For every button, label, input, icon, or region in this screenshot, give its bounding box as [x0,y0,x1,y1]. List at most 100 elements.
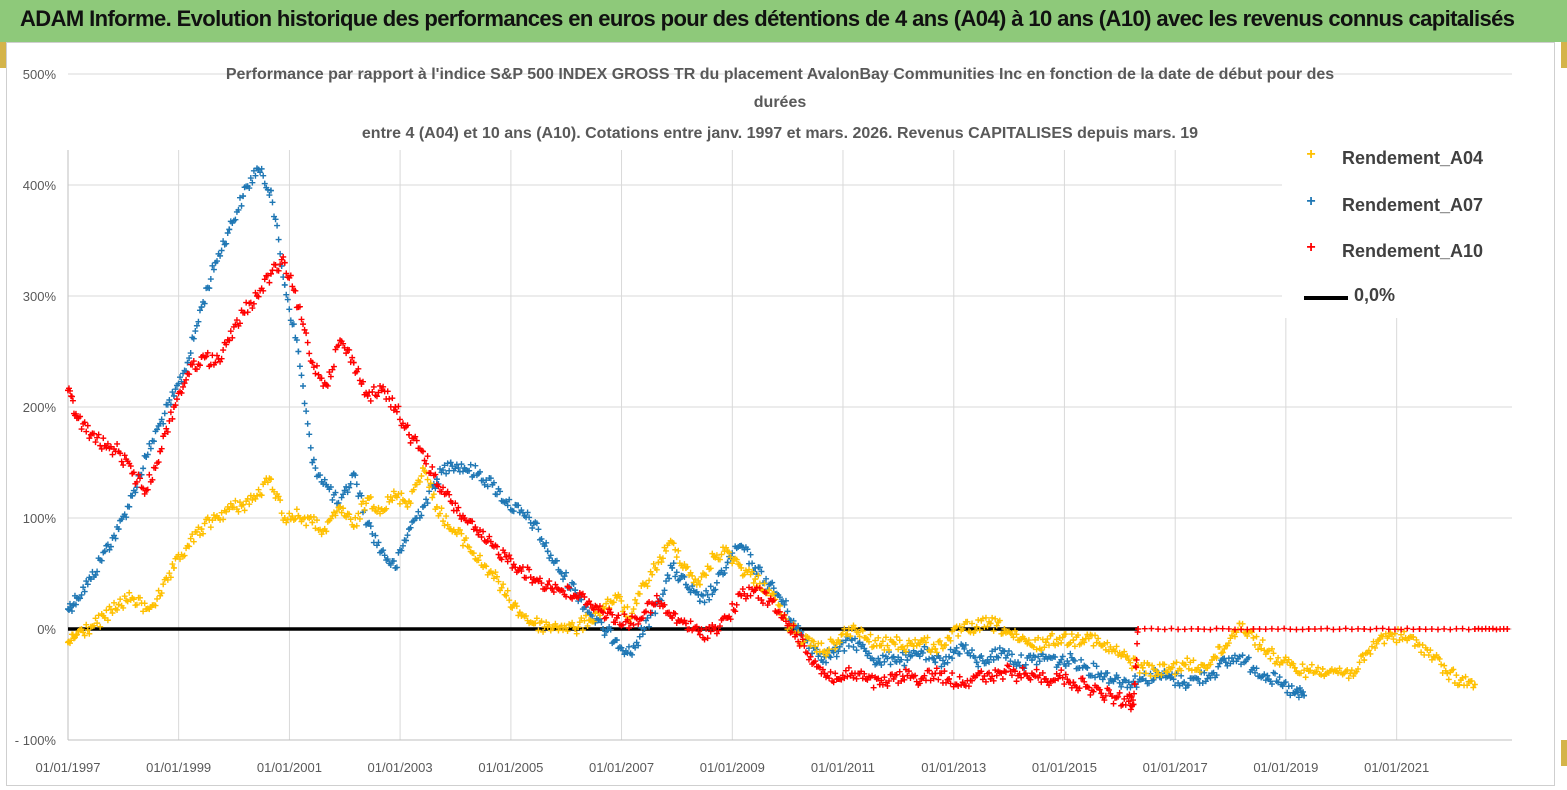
interpolated-point-marker [1199,680,1206,687]
interpolated-point-marker [850,643,857,650]
data-point-marker [738,564,745,571]
interpolated-point-marker [280,253,287,260]
interpolated-point-marker [718,551,725,558]
interpolated-point-marker [504,587,511,594]
interpolated-point-marker [1348,667,1355,674]
interpolated-point-marker [916,641,923,648]
interpolated-point-marker [733,556,740,563]
x-tick-label: 01/01/2003 [368,760,433,775]
interpolated-point-marker [878,677,885,684]
interpolated-point-marker [1311,626,1318,633]
interpolated-point-marker [321,476,328,483]
interpolated-point-marker [155,459,162,466]
interpolated-point-marker [271,488,278,495]
data-point-marker [669,564,676,571]
interpolated-point-marker [478,534,485,541]
interpolated-point-marker [332,489,339,496]
interpolated-point-marker [1261,671,1268,678]
data-point-marker [793,626,800,632]
interpolated-point-marker [1399,636,1406,643]
interpolated-point-marker [1270,650,1277,657]
interpolated-point-marker [1299,626,1306,633]
interpolated-point-marker [1441,625,1448,632]
interpolated-point-marker [300,321,307,328]
interpolated-point-marker [996,644,1003,651]
interpolated-point-marker [324,382,331,389]
interpolated-point-marker [941,668,948,675]
interpolated-point-marker [978,652,985,659]
interpolated-point-marker [1285,656,1292,663]
interpolated-point-marker [154,595,161,602]
interpolated-point-marker [493,491,500,498]
interpolated-point-marker [621,651,628,658]
interpolated-point-marker [300,382,307,389]
interpolated-point-marker [886,677,892,684]
data-point-marker [1291,664,1298,671]
interpolated-point-marker [998,670,1005,677]
interpolated-point-marker [621,611,628,618]
data-point-marker [378,387,385,394]
interpolated-point-marker [486,533,493,540]
interpolated-point-marker [150,438,157,445]
interpolated-point-marker [195,524,202,531]
x-tick-label: 01/01/1999 [146,760,211,775]
interpolated-point-marker [246,501,253,508]
interpolated-point-marker [573,630,580,637]
interpolated-point-marker [217,358,224,365]
interpolated-point-marker [746,584,753,591]
interpolated-point-marker [832,670,839,677]
data-point-marker [1042,675,1049,682]
interpolated-point-marker [220,238,227,245]
interpolated-point-marker [833,641,840,648]
interpolated-point-marker [933,649,940,656]
interpolated-point-marker [303,408,310,415]
interpolated-point-marker [1105,679,1112,686]
interpolated-point-marker [318,375,325,382]
interpolated-point-marker [252,172,259,179]
interpolated-point-marker [476,526,483,533]
data-point-marker [1098,690,1105,697]
interpolated-point-marker [579,590,586,597]
interpolated-point-marker [235,508,242,515]
interpolated-point-marker [709,591,716,598]
interpolated-point-marker [609,611,616,618]
interpolated-point-marker [1068,684,1075,691]
interpolated-point-marker [498,584,505,591]
interpolated-point-marker [781,601,788,608]
interpolated-point-marker [659,591,666,598]
interpolated-point-marker [127,463,134,470]
interpolated-point-marker [1115,693,1122,700]
interpolated-point-marker [190,335,197,342]
interpolated-point-marker [769,579,776,586]
interpolated-point-marker [1434,626,1441,633]
data-point-marker [1056,672,1063,679]
interpolated-point-marker [1253,665,1260,672]
interpolated-point-marker [1018,674,1025,681]
interpolated-point-marker [361,506,368,513]
interpolated-point-marker [1282,654,1289,661]
interpolated-point-marker [386,498,393,505]
interpolated-point-marker [223,341,230,348]
data-point-marker [115,601,122,608]
y-tick-label: 200% [23,400,57,415]
data-point-marker [281,259,288,266]
interpolated-point-marker [404,422,411,429]
interpolated-point-marker [190,358,197,365]
interpolated-point-marker [255,486,262,493]
interpolated-point-marker [160,581,167,588]
interpolated-point-marker [635,642,642,649]
interpolated-point-marker [481,481,488,488]
interpolated-point-marker [879,652,886,659]
interpolated-point-marker [232,321,239,328]
interpolated-point-marker [566,584,573,591]
interpolated-point-marker [812,643,819,650]
interpolated-point-marker [232,216,239,223]
interpolated-point-marker [899,649,906,656]
interpolated-point-marker [1438,661,1445,668]
interpolated-point-marker [947,646,954,653]
interpolated-point-marker [133,478,140,485]
interpolated-point-marker [444,488,451,495]
legend-label-a10: Rendement_A10 [1342,241,1484,261]
interpolated-point-marker [346,511,353,518]
interpolated-point-marker [283,291,290,298]
